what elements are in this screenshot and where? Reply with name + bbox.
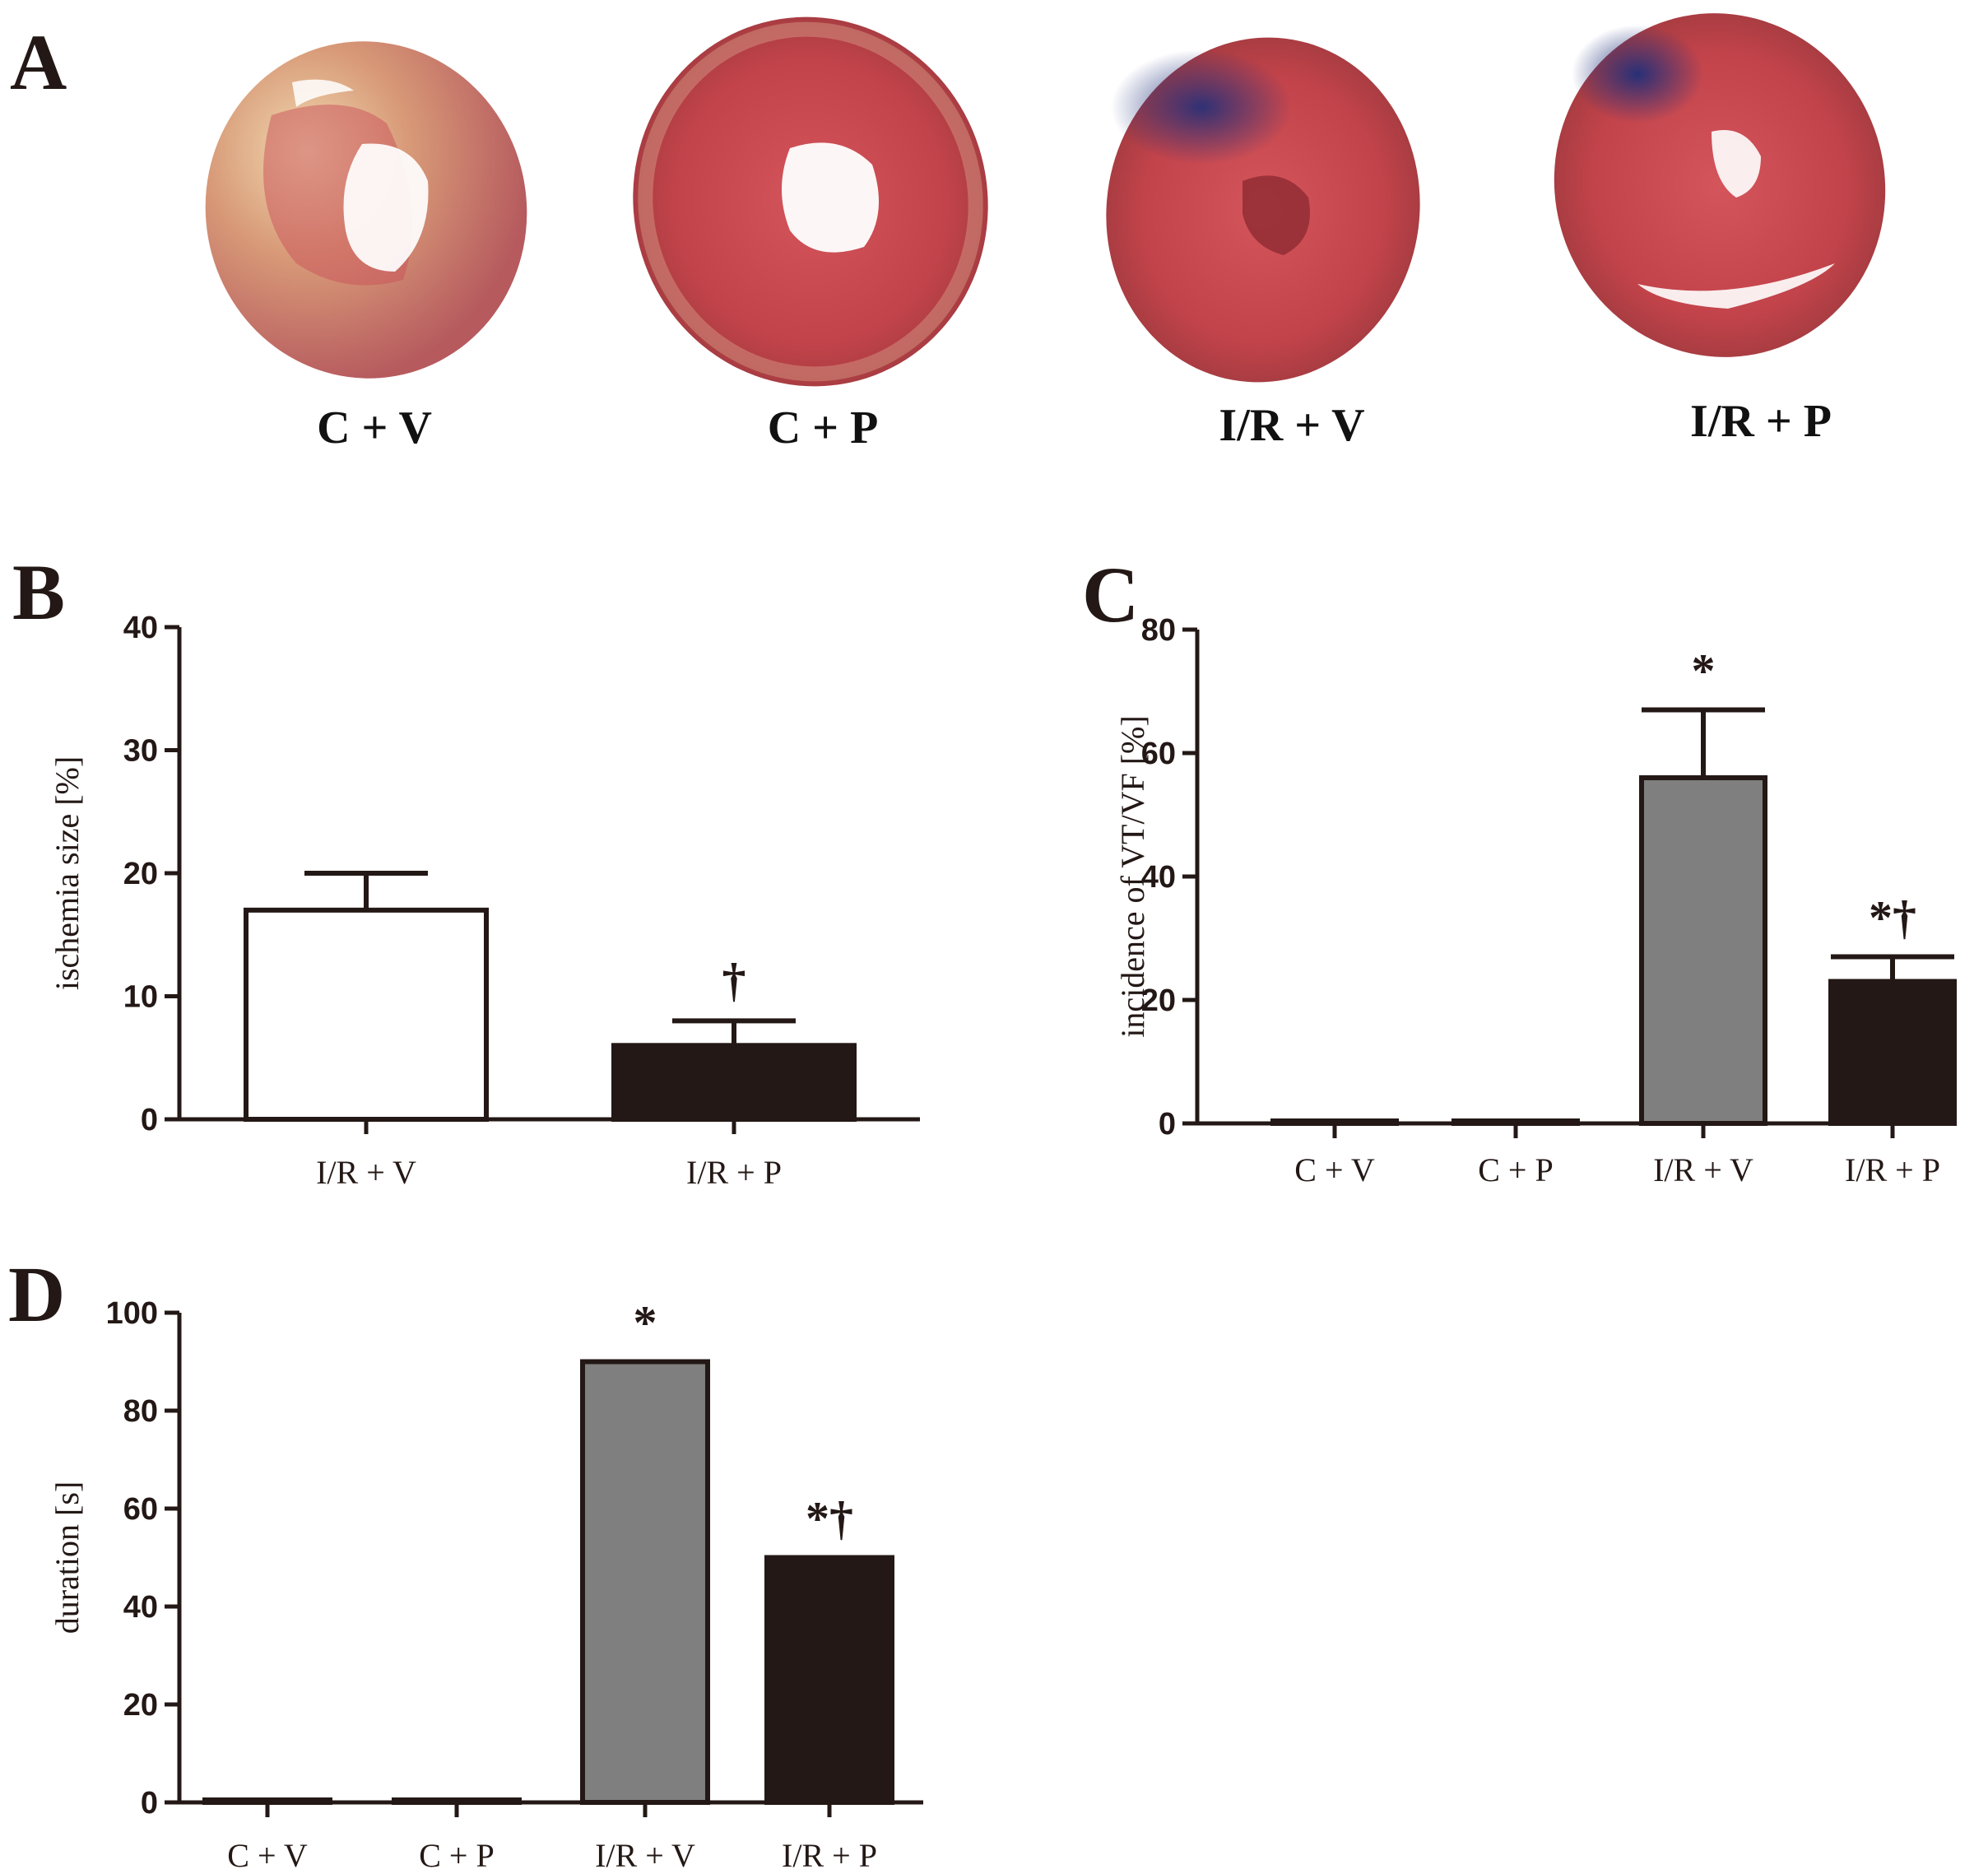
heart-slice-c-p — [633, 16, 988, 387]
chart-d-ytick-label-4: 80 — [123, 1394, 158, 1429]
chart-d-ylabel: duration [s] — [49, 1481, 86, 1635]
chart-d-annotation-2: * — [634, 1296, 657, 1350]
chart-c-annotation-3: *† — [1869, 891, 1916, 945]
chart-b-category-0: I/R + V — [316, 1154, 416, 1191]
chart-c-category-1: C + P — [1478, 1151, 1553, 1188]
panel-a-letter: A — [10, 18, 67, 106]
chart-c-category-3: I/R + P — [1845, 1151, 1940, 1188]
panel-c-letter: C — [1082, 551, 1139, 639]
chart-b-bar-0 — [244, 907, 489, 1122]
chart-b-ytick-label-0: 0 — [141, 1103, 158, 1137]
chart-d-annotation-3: *† — [806, 1492, 853, 1546]
photo-label-c-v: C + V — [317, 402, 432, 453]
panel-b-letter: B — [12, 548, 65, 636]
chart-d-category-3: I/R + P — [782, 1837, 877, 1874]
chart-c-category-2: I/R + V — [1653, 1151, 1753, 1188]
chart-c-ylabel: incidence of VT/VF [%] — [1114, 715, 1151, 1037]
chart-b-ytick-label-3: 30 — [123, 734, 158, 769]
chart-d-bar-3 — [764, 1555, 894, 1805]
chart-d-ytick-label-5: 100 — [106, 1296, 158, 1331]
chart-c-ytick-label-1: 20 — [1141, 984, 1176, 1018]
panel-d-letter: D — [8, 1250, 65, 1338]
chart-d-category-0: C + V — [227, 1837, 308, 1874]
chart-d-bar-2 — [580, 1359, 710, 1805]
chart-d-ytick-label-2: 40 — [123, 1590, 158, 1625]
heart-slice-ir-v — [1106, 37, 1420, 383]
heart-slice-c-v — [205, 41, 527, 379]
chart-b-ylabel: ischemia size [%] — [49, 756, 86, 990]
chart-b-ytick-label-1: 10 — [123, 980, 158, 1015]
chart-d-category-2: I/R + V — [595, 1837, 695, 1874]
chart-c-ytick-label-4: 80 — [1141, 613, 1176, 648]
chart-c-annotation-2: * — [1692, 644, 1716, 698]
chart-b-bar-1 — [611, 1043, 857, 1123]
chart-d-ytick-label-0: 0 — [141, 1786, 158, 1821]
chart-b-category-1: I/R + P — [686, 1154, 782, 1191]
chart-c-bar-2 — [1639, 775, 1767, 1126]
chart-d-category-1: C + P — [419, 1837, 494, 1874]
chart-d-ytick-label-3: 60 — [123, 1492, 158, 1527]
chart-c-bar-3 — [1828, 979, 1957, 1126]
chart-c-category-0: C + V — [1294, 1151, 1375, 1188]
chart-c-ytick-label-2: 40 — [1141, 860, 1176, 895]
photo-label-ir-p: I/R + P — [1690, 396, 1832, 447]
chart-d-ytick-label-1: 20 — [123, 1688, 158, 1723]
heart-slice-ir-p — [1554, 13, 1886, 357]
chart-c-ytick-label-0: 0 — [1159, 1107, 1176, 1142]
chart-b-ytick-label-4: 40 — [123, 611, 158, 645]
photo-label-c-p: C + P — [768, 402, 879, 453]
chart-c-ytick-label-3: 60 — [1141, 737, 1176, 771]
chart-b-annotation-1: † — [722, 953, 746, 1007]
chart-b-ytick-label-2: 20 — [123, 857, 158, 891]
photo-label-ir-v: I/R + V — [1219, 400, 1364, 451]
